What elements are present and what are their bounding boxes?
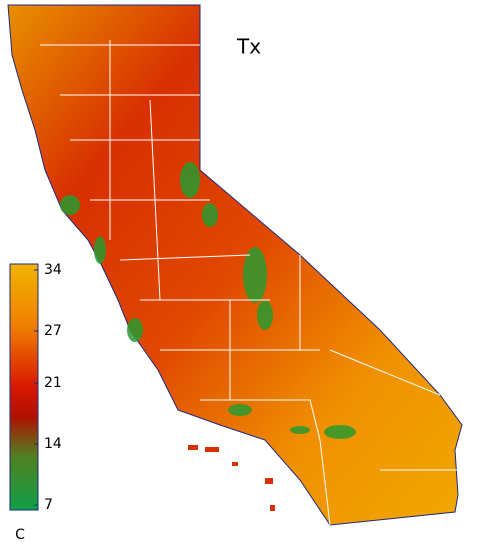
- colorbar-unit: C: [15, 527, 25, 543]
- map-title: Tx: [236, 35, 261, 59]
- colorbar-tick-label: 27: [44, 323, 62, 339]
- county-lines: [40, 40, 460, 526]
- colorbar: [9, 263, 39, 511]
- colorbar-tick-label: 34: [44, 262, 62, 278]
- state-outline: [7, 4, 463, 526]
- islands: [188, 445, 275, 511]
- colorbar-tick-label: 14: [44, 436, 62, 452]
- green-zones: [60, 162, 356, 439]
- colorbar-tick-label: 7: [44, 497, 53, 513]
- colorbar-tick-label: 21: [44, 375, 62, 391]
